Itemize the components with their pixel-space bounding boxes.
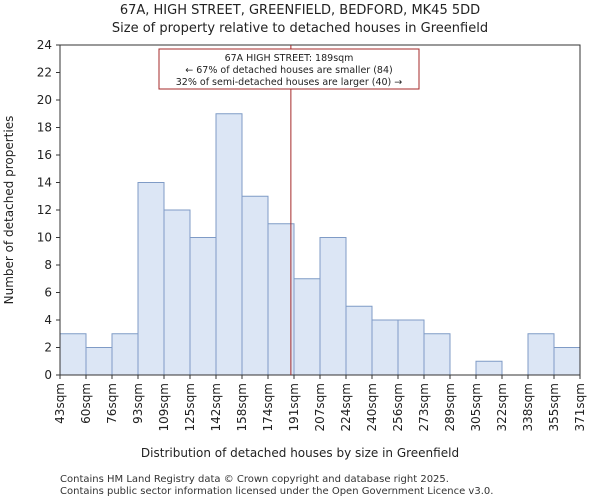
marker-annotation: 67A HIGH STREET: 189sqm ← 67% of detache…	[158, 48, 420, 90]
bar-174sqm	[267, 223, 295, 376]
y-tick-label: 6	[44, 286, 52, 300]
y-tick-label: 16	[37, 148, 52, 162]
x-tick-label: 191sqm	[287, 383, 301, 431]
x-tick-label: 109sqm	[157, 383, 171, 431]
annotation-line-1: 67A HIGH STREET: 189sqm	[225, 53, 354, 64]
y-tick-label: 24	[37, 38, 52, 52]
footer-line-1: Contains HM Land Registry data © Crown c…	[60, 474, 449, 485]
x-tick-label: 322sqm	[495, 383, 509, 431]
y-tick-label: 18	[37, 121, 52, 135]
x-tick-label: 93sqm	[131, 383, 145, 424]
x-tick-label: 43sqm	[53, 383, 67, 424]
bar-93sqm	[137, 182, 165, 376]
bar-158sqm	[241, 195, 269, 376]
x-tick-label: 305sqm	[469, 383, 483, 431]
x-tick-label: 273sqm	[417, 383, 431, 431]
x-tick-label: 76sqm	[105, 383, 119, 424]
y-tick-label: 4	[44, 313, 52, 327]
x-tick-label: 240sqm	[365, 383, 379, 431]
chart-title: 67A, HIGH STREET, GREENFIELD, BEDFORD, M…	[120, 3, 480, 18]
bar-224sqm	[345, 305, 373, 376]
bar-125sqm	[189, 237, 217, 376]
x-tick-label: 289sqm	[443, 383, 457, 431]
footer-line-2: Contains public sector information licen…	[60, 486, 493, 497]
y-tick-label: 10	[37, 231, 52, 245]
x-tick-label: 142sqm	[209, 383, 223, 431]
bar-256sqm	[397, 319, 425, 376]
bar-109sqm	[163, 209, 191, 376]
x-tick-label: 207sqm	[313, 383, 327, 431]
bar-76sqm	[111, 333, 139, 376]
bar-273sqm	[423, 333, 451, 376]
y-tick-label: 0	[44, 368, 52, 382]
x-tick-label: 60sqm	[79, 383, 93, 424]
y-axis-label: Number of detached properties	[2, 116, 16, 305]
plot-frame	[59, 44, 581, 376]
bar-142sqm	[215, 113, 243, 376]
x-tick-label: 224sqm	[339, 383, 353, 431]
x-tick-label: 371sqm	[573, 383, 587, 431]
x-tick-label: 174sqm	[261, 383, 275, 431]
y-tick-label: 8	[44, 258, 52, 272]
bar-60sqm	[85, 347, 113, 376]
bar-191sqm	[293, 278, 321, 376]
annotation-line-3: 32% of semi-detached houses are larger (…	[176, 77, 403, 88]
y-tick-label: 12	[37, 203, 52, 217]
chart-subtitle: Size of property relative to detached ho…	[112, 21, 488, 36]
y-tick-label: 20	[37, 93, 52, 107]
y-tick-label: 2	[44, 341, 52, 355]
x-tick-label: 355sqm	[547, 383, 561, 431]
bar-207sqm	[319, 237, 347, 376]
bar-43sqm	[59, 333, 87, 376]
bar-355sqm	[553, 347, 581, 376]
bar-240sqm	[371, 319, 399, 376]
annotation-line-2: ← 67% of detached houses are smaller (84…	[185, 65, 392, 76]
x-tick-label: 338sqm	[521, 383, 535, 431]
bars-group	[59, 113, 581, 376]
annotation-box	[158, 48, 420, 90]
x-tick-label: 125sqm	[183, 383, 197, 431]
x-tick-label: 256sqm	[391, 383, 405, 431]
bar-338sqm	[527, 333, 555, 376]
y-tick-label: 22	[37, 66, 52, 80]
x-tick-label: 158sqm	[235, 383, 249, 431]
y-tick-label: 14	[37, 176, 52, 190]
x-axis-label: Distribution of detached houses by size …	[141, 446, 459, 460]
x-axis-ticks: 43sqm 60sqm 76sqm 93sqm 109sqm 125sqm 142sqm 15…	[53, 375, 587, 431]
bar-305sqm	[475, 360, 503, 376]
